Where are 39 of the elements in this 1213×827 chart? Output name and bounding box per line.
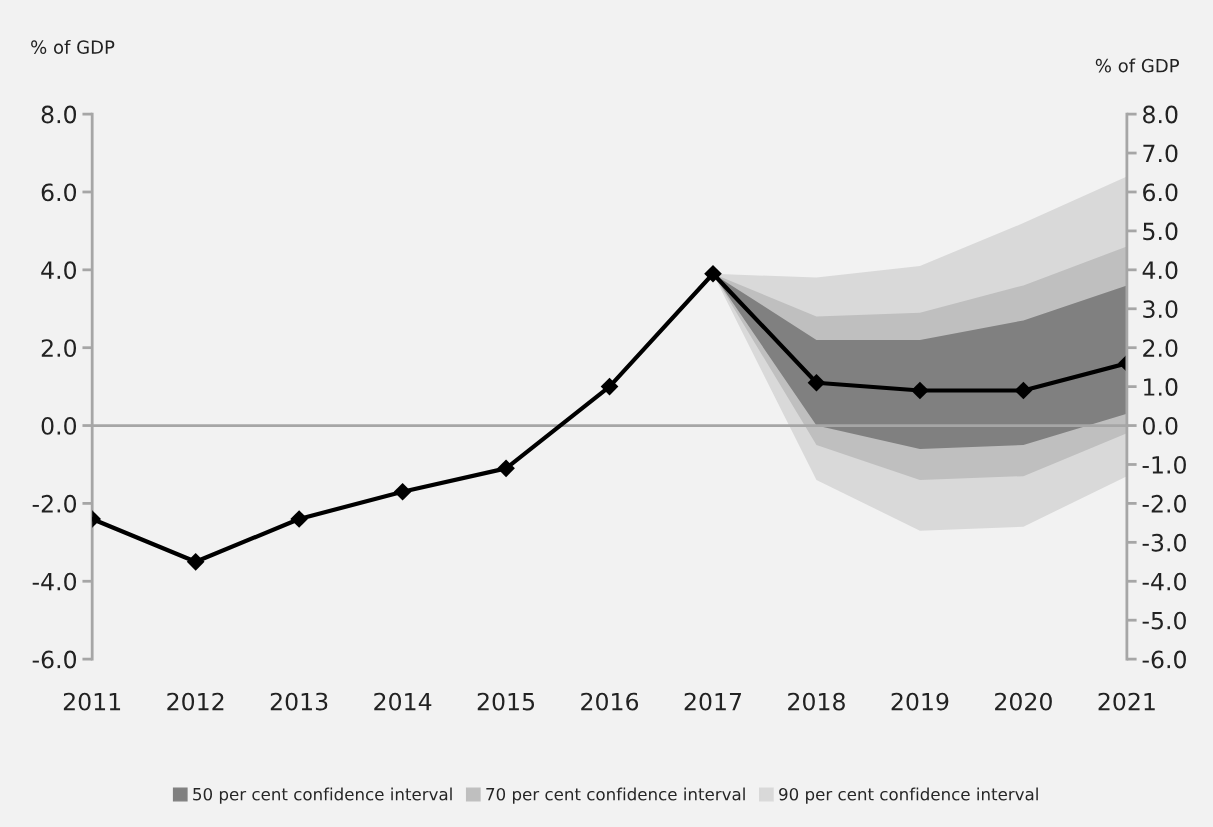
y-tick-label: 8.0	[41, 105, 77, 124]
x-tick-label: 2020	[995, 692, 1052, 711]
x-tick-label: 2017	[684, 692, 742, 711]
x-tick-label: 2016	[581, 692, 639, 711]
x-tick-label: 2018	[788, 692, 845, 711]
x-tick-label: 2014	[374, 692, 432, 711]
legend-label: 70 per cent confidence interval	[486, 787, 745, 804]
y2-tick-label: 2.0	[1143, 339, 1178, 357]
y-tick-label: 6.0	[41, 183, 77, 202]
y2-tick-label: 6.0	[1143, 183, 1178, 202]
x-tick-label: 2011	[63, 692, 121, 711]
y2-tick-label: 7.0	[1143, 144, 1178, 163]
y2-tick-label: 1.0	[1144, 378, 1178, 396]
y2-tick-label: -4.0	[1142, 572, 1186, 591]
y2-tick-label: -6.0	[1142, 650, 1186, 669]
y2-tick-label: -5.0	[1142, 611, 1186, 630]
y2-axis-title: % of GDP	[1095, 58, 1180, 73]
y-tick-label: 0.0	[41, 417, 77, 435]
y-tick-label: -2.0	[32, 494, 77, 513]
x-tick-label: 2021	[1098, 692, 1155, 711]
legend-label: 90 per cent confidence interval	[779, 787, 1038, 804]
y-tick-label: 2.0	[41, 339, 77, 357]
y2-tick-label: 8.0	[1143, 105, 1178, 124]
y2-tick-label: 3.0	[1143, 300, 1178, 319]
y-axis-title: % of GDP	[31, 39, 115, 54]
y-tick-label: -4.0	[32, 572, 77, 591]
x-tick-label: 2012	[167, 692, 224, 711]
y2-tick-label: 4.0	[1142, 261, 1178, 280]
y2-tick-label: 0.0	[1143, 417, 1178, 435]
x-tick-label: 2015	[477, 692, 535, 711]
x-tick-label: 2013	[270, 692, 328, 711]
y2-tick-label: -3.0	[1142, 533, 1186, 552]
y-tick-label: -6.0	[32, 650, 77, 669]
y-tick-label: 4.0	[41, 261, 77, 280]
x-tick-label: 2019	[891, 692, 949, 711]
legend-label: 50 per cent confidence interval	[193, 787, 452, 804]
y2-tick-label: -2.0	[1142, 494, 1186, 513]
y2-tick-label: -1.0	[1142, 455, 1186, 474]
y2-tick-label: 5.0	[1143, 222, 1178, 241]
